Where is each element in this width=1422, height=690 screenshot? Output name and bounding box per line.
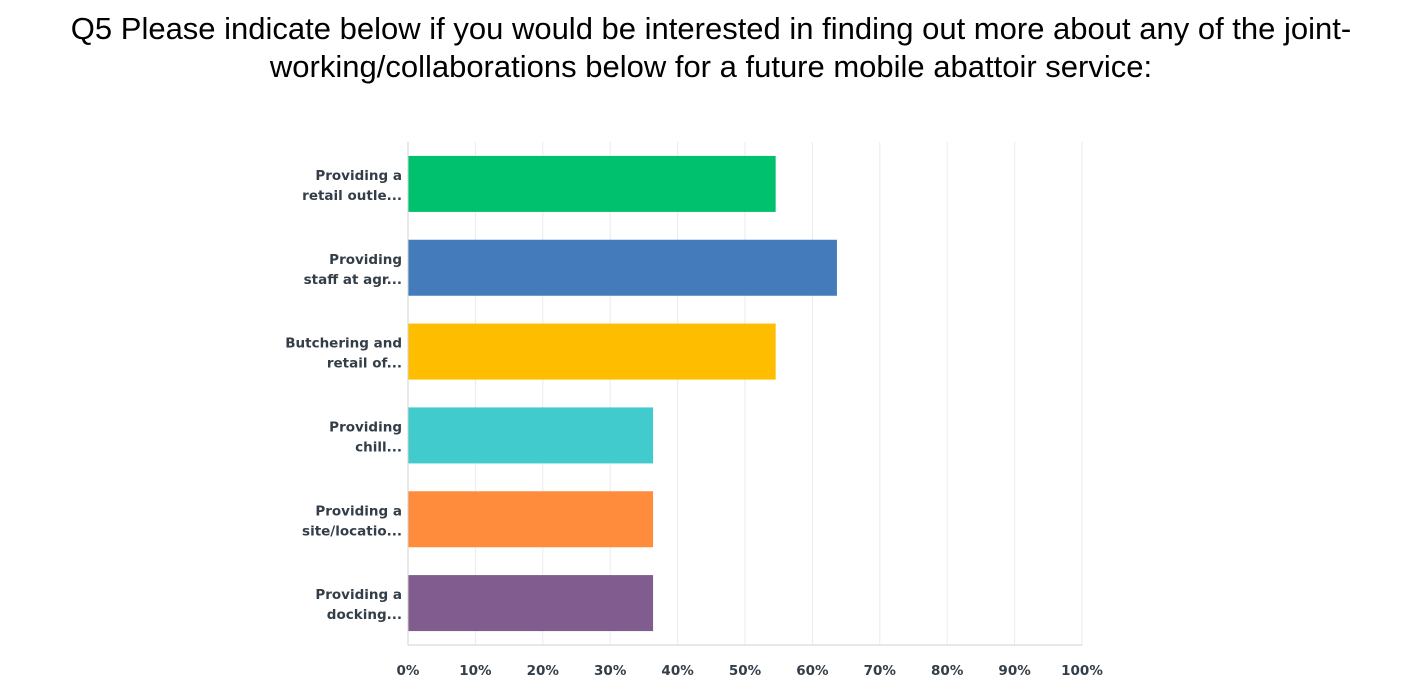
x-tick-label: 60% bbox=[796, 663, 829, 679]
bar-3 bbox=[408, 323, 776, 380]
category-label-line: chill... bbox=[355, 439, 402, 455]
category-label-line: Providing a bbox=[315, 587, 402, 603]
category-label-line: staff at agr... bbox=[304, 272, 402, 288]
gridlines bbox=[474, 142, 1083, 645]
category-label: Providing a retail outle... bbox=[302, 168, 402, 204]
bar-5 bbox=[408, 491, 654, 548]
x-tick-label: 70% bbox=[864, 663, 897, 679]
x-tick-label: 0% bbox=[397, 663, 420, 679]
category-label-line: retail of... bbox=[327, 356, 402, 372]
chart-title: Q5 Please indicate below if you would be… bbox=[0, 10, 1422, 86]
category-label-line: Providing a bbox=[315, 503, 402, 519]
x-tick-label: 90% bbox=[998, 663, 1031, 679]
category-label-line: Providing bbox=[329, 419, 402, 435]
category-label-line: docking... bbox=[327, 607, 402, 623]
category-label-line: Providing bbox=[329, 252, 402, 268]
axes bbox=[407, 142, 1082, 646]
category-label-line: site/locatio... bbox=[302, 523, 402, 539]
x-tick-label: 50% bbox=[729, 663, 762, 679]
category-label: Providing a docking... bbox=[315, 587, 402, 623]
category-label-line: Providing a bbox=[315, 168, 402, 184]
category-label: Providing a site/locatio... bbox=[302, 503, 402, 539]
category-label-line: Butchering and bbox=[285, 336, 402, 352]
x-tick-label: 40% bbox=[661, 663, 694, 679]
x-tick-label: 100% bbox=[1061, 663, 1103, 679]
chart-title-line-1: Q5 Please indicate below if you would be… bbox=[70, 11, 1352, 46]
bar-6 bbox=[408, 575, 654, 632]
x-tick-label: 30% bbox=[594, 663, 627, 679]
bar-1 bbox=[408, 155, 776, 212]
x-tick-labels: 0% 10% 20% 30% 40% 50% 60% 70% 80% 90% 100% bbox=[397, 663, 1104, 679]
bars bbox=[408, 155, 837, 632]
category-label: Butchering and retail of... bbox=[285, 336, 402, 372]
category-label-line: retail outle... bbox=[302, 188, 402, 204]
x-tick-label: 20% bbox=[527, 663, 560, 679]
category-label: Providing chill... bbox=[329, 419, 402, 455]
category-labels: Providing a retail outle... Providing staff… bbox=[285, 168, 402, 623]
x-tick-label: 80% bbox=[931, 663, 964, 679]
bar-4 bbox=[408, 407, 654, 464]
bar-2 bbox=[408, 239, 837, 296]
category-label: Providing staff at agr... bbox=[304, 252, 402, 288]
chart-title-line-2: working/collaborations below for a futur… bbox=[269, 49, 1153, 84]
x-tick-label: 10% bbox=[459, 663, 492, 679]
